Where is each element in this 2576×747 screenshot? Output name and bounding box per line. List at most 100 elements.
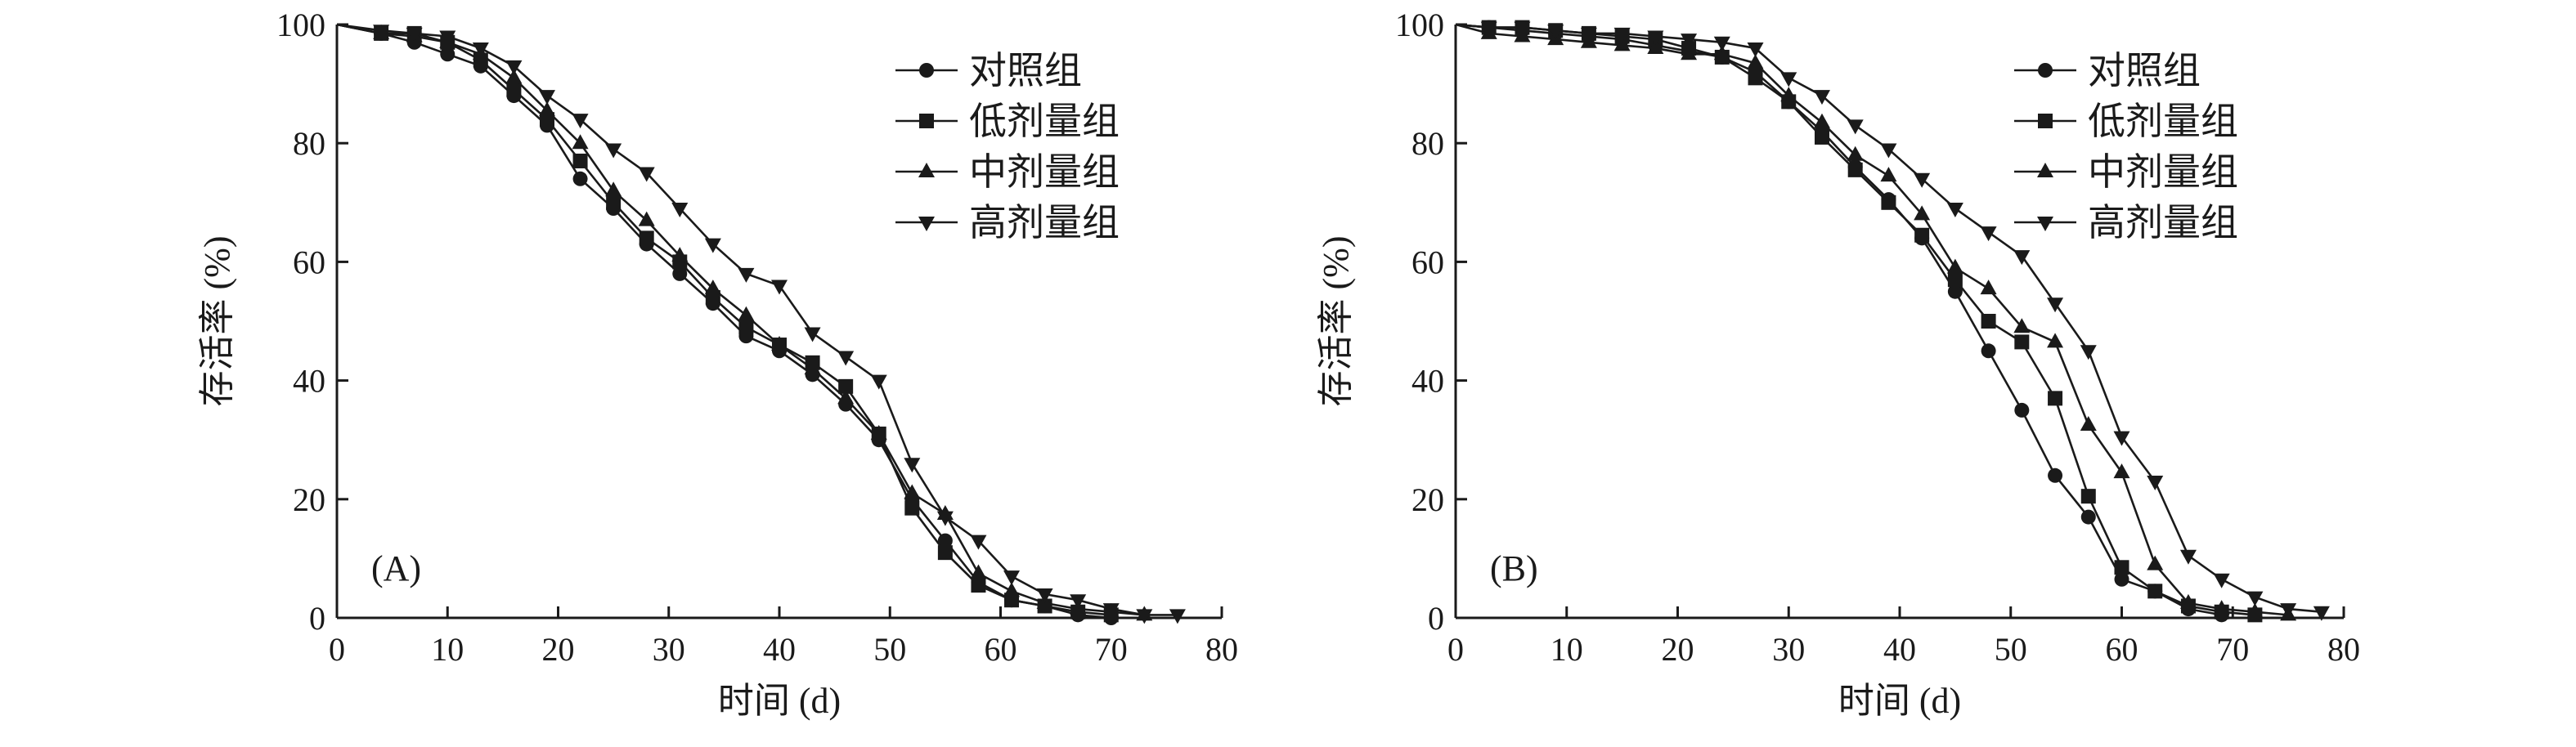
data-point (971, 578, 986, 593)
data-point (2179, 549, 2197, 565)
data-point (1981, 314, 1996, 329)
data-point (1747, 42, 1764, 58)
panel-label: (B) (1490, 548, 1538, 588)
legend-item: 低剂量组 (895, 101, 1120, 142)
legend-label: 对照组 (2088, 50, 2201, 92)
x-tick-label: 10 (431, 631, 464, 668)
data-point (2114, 571, 2129, 587)
data-point (1613, 27, 1631, 42)
data-point (2213, 600, 2230, 615)
data-point (771, 336, 788, 351)
y-tick-label: 80 (1411, 125, 1444, 162)
y-tick-label: 0 (309, 600, 325, 637)
data-point (2014, 334, 2030, 350)
legend-label: 中剂量组 (2088, 151, 2238, 193)
data-point (572, 114, 589, 129)
data-point (904, 458, 921, 473)
data-point (2113, 431, 2130, 446)
legend-label: 高剂量组 (2088, 202, 2238, 244)
y-tick-label: 20 (293, 481, 325, 518)
data-point (2147, 584, 2163, 599)
data-point (704, 280, 721, 295)
data-point (1514, 21, 1531, 37)
data-point (2047, 333, 2064, 348)
data-point (572, 153, 588, 168)
data-point (1847, 145, 1864, 161)
data-point (572, 134, 589, 150)
data-point (1981, 343, 1996, 359)
legend-item: 对照组 (2014, 50, 2201, 92)
data-point (1136, 609, 1153, 624)
data-point (1946, 203, 1963, 218)
data-point (1713, 36, 1730, 51)
data-point (406, 27, 423, 42)
data-point (572, 171, 588, 186)
data-point (638, 211, 655, 226)
data-point (538, 101, 555, 117)
y-axis-title: 存活率 (%) (1316, 236, 1356, 407)
data-point (1946, 258, 1963, 274)
legend-item: 低剂量组 (2014, 101, 2238, 142)
data-point (638, 167, 655, 182)
data-point (1914, 172, 1931, 188)
data-point (2179, 593, 2197, 609)
data-point (771, 280, 788, 295)
data-point (738, 267, 755, 283)
data-point (2213, 573, 2230, 588)
x-tick-label: 20 (1662, 631, 1694, 668)
y-tick-label: 40 (293, 363, 325, 400)
data-point (1947, 284, 1963, 299)
data-point (837, 389, 855, 405)
data-point (440, 47, 456, 62)
data-point (2048, 467, 2063, 483)
data-point (1881, 195, 1896, 210)
data-point (1713, 45, 1730, 60)
data-point (2246, 591, 2264, 606)
data-point (1980, 226, 1997, 242)
data-point (2014, 402, 2030, 418)
data-point (1613, 36, 1631, 51)
data-point (904, 484, 921, 499)
legend-label: 低剂量组 (969, 101, 1120, 142)
data-point (1480, 21, 1497, 37)
legend-item: 高剂量组 (895, 202, 1120, 244)
series-3 (1455, 21, 2330, 621)
x-tick-label: 40 (1883, 631, 1916, 668)
legend-marker (2037, 163, 2053, 177)
data-point (738, 306, 755, 321)
legend-label: 低剂量组 (2088, 101, 2238, 142)
data-point (2313, 606, 2330, 621)
x-tick-label: 50 (1995, 631, 2027, 668)
x-tick-label: 0 (1447, 631, 1464, 668)
y-tick-label: 100 (276, 7, 325, 43)
x-axis-title: 时间 (d) (1838, 681, 1961, 721)
x-tick-label: 30 (653, 631, 685, 668)
data-point (2047, 297, 2064, 313)
data-point (1813, 90, 1830, 105)
data-point (1681, 45, 1698, 60)
data-point (1748, 70, 1763, 86)
data-point (2147, 476, 2164, 491)
legend-item: 对照组 (895, 50, 1082, 92)
data-point (373, 25, 390, 40)
data-point (1102, 603, 1120, 619)
data-point (904, 500, 920, 516)
data-point (2080, 509, 2096, 525)
data-point (1780, 72, 1797, 87)
data-point (2013, 318, 2031, 333)
legend-item: 中剂量组 (895, 151, 1120, 193)
legend-marker (2038, 63, 2053, 78)
legend-marker (2038, 114, 2053, 128)
data-point (2280, 603, 2297, 619)
data-point (1814, 129, 1829, 145)
data-point (1647, 39, 1664, 55)
legend-marker (918, 163, 935, 177)
legend-label: 对照组 (969, 50, 1082, 92)
data-point (1813, 113, 1830, 128)
data-point (738, 320, 754, 335)
data-point (1914, 205, 1931, 221)
data-point (2113, 463, 2130, 479)
chart-panel-b: 0 10 20 30 40 50 60 70 80 0 20 40 60 80 100 时间 (d) 存活率 (… (1316, 7, 2360, 721)
legend-item: 高剂量组 (2014, 202, 2238, 244)
data-point (936, 511, 954, 526)
